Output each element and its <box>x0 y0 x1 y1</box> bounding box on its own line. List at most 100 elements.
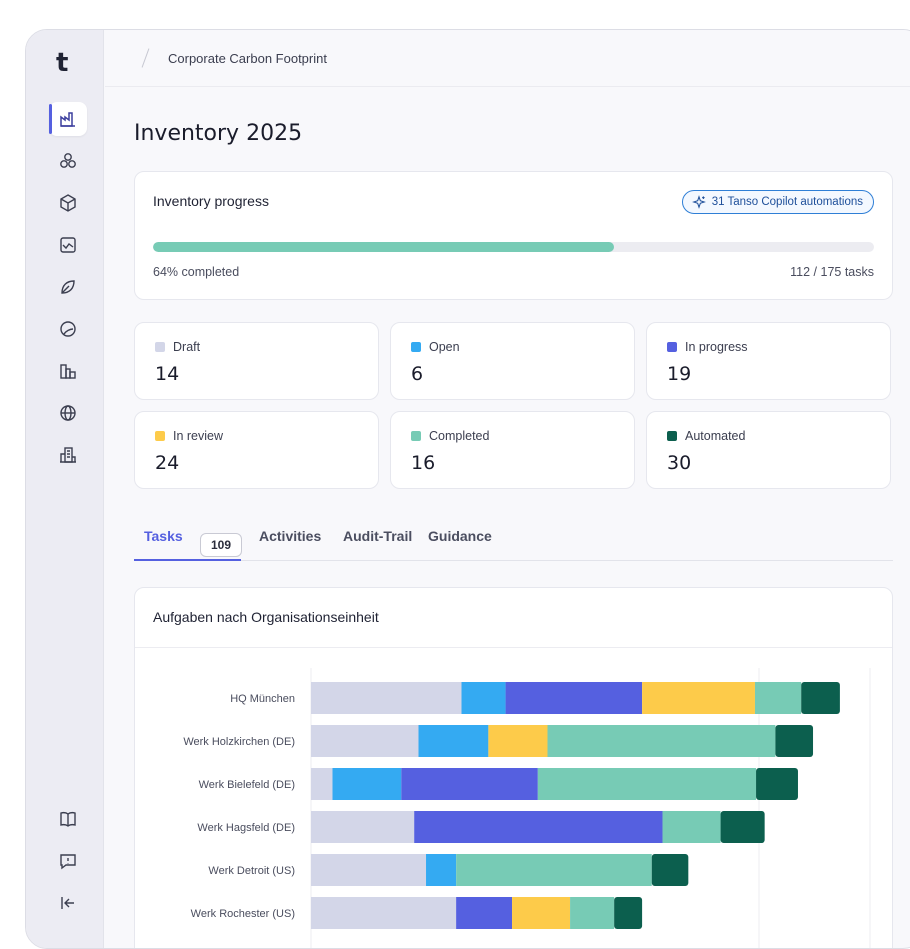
draft-swatch <box>155 342 165 352</box>
sidebar: t <box>26 30 104 948</box>
status-count: 19 <box>667 363 692 385</box>
nav-sustainability[interactable] <box>49 270 87 304</box>
status-card-open[interactable]: Open 6 <box>390 322 635 400</box>
app-window: t <box>25 29 910 949</box>
bar-segment-open[interactable] <box>426 854 457 886</box>
tab-guidance[interactable]: Guidance <box>428 528 492 544</box>
status-card-in-progress[interactable]: In progress 19 <box>646 322 891 400</box>
status-label: Draft <box>173 340 201 354</box>
nav-products[interactable] <box>49 186 87 220</box>
stacked-bar-chart: HQ München Werk Holzkirchen (DE) Werk Biel… <box>183 668 871 948</box>
nav-global[interactable] <box>49 396 87 430</box>
open-swatch <box>411 342 421 352</box>
bar-segment-draft[interactable] <box>311 897 457 929</box>
app-logo[interactable]: t <box>56 48 69 78</box>
copilot-badge-label: 31 Tanso Copilot automations <box>711 196 863 208</box>
cube-icon <box>60 194 76 212</box>
bar-segment-in-review[interactable] <box>642 682 755 714</box>
status-card-draft[interactable]: Draft 14 <box>134 322 379 400</box>
factory-icon <box>60 112 75 127</box>
bar-segment-in-progress[interactable] <box>456 897 513 929</box>
globe-icon <box>60 405 76 421</box>
bar-segment-automated[interactable] <box>614 897 643 929</box>
leaf-icon <box>61 280 75 294</box>
tab-audit-trail[interactable]: Audit-Trail <box>343 528 413 544</box>
nav-inventory[interactable] <box>49 102 87 136</box>
tab-bar: Tasks 109 Activities Audit-Trail Guidanc… <box>134 520 893 561</box>
chart-divider <box>135 647 892 648</box>
chart-category-label: Werk Rochester (US) <box>191 908 295 920</box>
status-count: 6 <box>411 363 424 385</box>
status-label: Open <box>429 340 460 354</box>
bar-segment-completed[interactable] <box>547 725 776 757</box>
bar-segment-automated[interactable] <box>651 854 689 886</box>
in-progress-swatch <box>667 342 677 352</box>
completed-swatch <box>411 431 421 441</box>
progress-completed-text: 64% completed <box>153 265 240 279</box>
collapse-sidebar-icon <box>61 897 74 909</box>
chart-window-icon <box>60 237 76 253</box>
bar-segment-automated[interactable] <box>775 725 814 757</box>
bar-segment-draft[interactable] <box>311 811 415 843</box>
bar-segment-draft[interactable] <box>311 725 419 757</box>
progress-title: Inventory progress <box>153 193 269 209</box>
status-card-automated[interactable]: Automated 30 <box>646 411 891 489</box>
status-count: 30 <box>667 452 692 474</box>
tab-tasks[interactable]: Tasks 109 <box>144 528 242 557</box>
bar-segment-completed[interactable] <box>570 897 615 929</box>
in-review-swatch <box>155 431 165 441</box>
status-card-in-review[interactable]: In review 24 <box>134 411 379 489</box>
nav-targets[interactable] <box>49 312 87 346</box>
automated-swatch <box>667 431 677 441</box>
bar-segment-in-progress[interactable] <box>505 682 643 714</box>
bar-segment-draft[interactable] <box>311 854 427 886</box>
chart-category-label: Werk Detroit (US) <box>208 865 295 877</box>
status-card-completed[interactable]: Completed 16 <box>390 411 635 489</box>
chart-category-label: Werk Hagsfeld (DE) <box>197 822 295 834</box>
bar-segment-draft[interactable] <box>311 682 462 714</box>
active-tab-indicator <box>134 559 241 561</box>
book-icon <box>60 812 76 827</box>
bar-segment-completed[interactable] <box>537 768 757 800</box>
nav-organization[interactable] <box>49 438 87 472</box>
status-label: Automated <box>685 429 746 443</box>
bar-segment-draft[interactable] <box>311 768 333 800</box>
bar-segment-open[interactable] <box>418 725 489 757</box>
bar-segment-completed[interactable] <box>456 854 652 886</box>
page-title: Inventory 2025 <box>134 121 303 146</box>
nav-reports[interactable] <box>49 228 87 262</box>
chart-category-label: Werk Bielefeld (DE) <box>199 779 295 791</box>
sparkle-icon <box>691 195 706 209</box>
nav-benchmarks[interactable] <box>49 354 87 388</box>
status-count: 16 <box>411 452 436 474</box>
bar-segment-in-review[interactable] <box>488 725 548 757</box>
hexagon-cluster-icon <box>60 153 76 168</box>
bar-segment-automated[interactable] <box>756 768 798 800</box>
status-count: 24 <box>155 452 180 474</box>
nav-feedback[interactable] <box>49 844 87 878</box>
bar-segment-completed[interactable] <box>662 811 721 843</box>
status-label: Completed <box>429 429 490 443</box>
buildings-icon <box>60 364 76 379</box>
copilot-automations-badge[interactable]: 31 Tanso Copilot automations <box>681 190 874 214</box>
bar-segment-in-review[interactable] <box>512 897 571 929</box>
bar-segment-open[interactable] <box>332 768 402 800</box>
bar-segment-open[interactable] <box>461 682 506 714</box>
bar-segment-automated[interactable] <box>720 811 765 843</box>
bar-segment-completed[interactable] <box>754 682 802 714</box>
tasks-by-unit-chart-card: Aufgaben nach Organisationseinheit HQ Mü… <box>134 587 893 948</box>
breadcrumb[interactable]: Corporate Carbon Footprint <box>168 51 327 66</box>
tab-activities[interactable]: Activities <box>259 528 322 544</box>
nav-emissions[interactable] <box>49 144 87 178</box>
nav-collapse[interactable] <box>49 886 87 920</box>
status-label: In review <box>173 429 224 443</box>
status-count: 14 <box>155 363 180 385</box>
bar-segment-automated[interactable] <box>801 682 840 714</box>
progress-bar-fill <box>153 242 615 252</box>
inventory-progress-card: Inventory progress 31 Tanso Copilot auto… <box>134 171 893 300</box>
bar-segment-in-progress[interactable] <box>401 768 538 800</box>
progress-tasks-text: 112 / 175 tasks <box>790 265 874 279</box>
nav-docs[interactable] <box>49 802 87 836</box>
tab-tasks-label: Tasks <box>144 528 183 544</box>
bar-segment-in-progress[interactable] <box>414 811 663 843</box>
